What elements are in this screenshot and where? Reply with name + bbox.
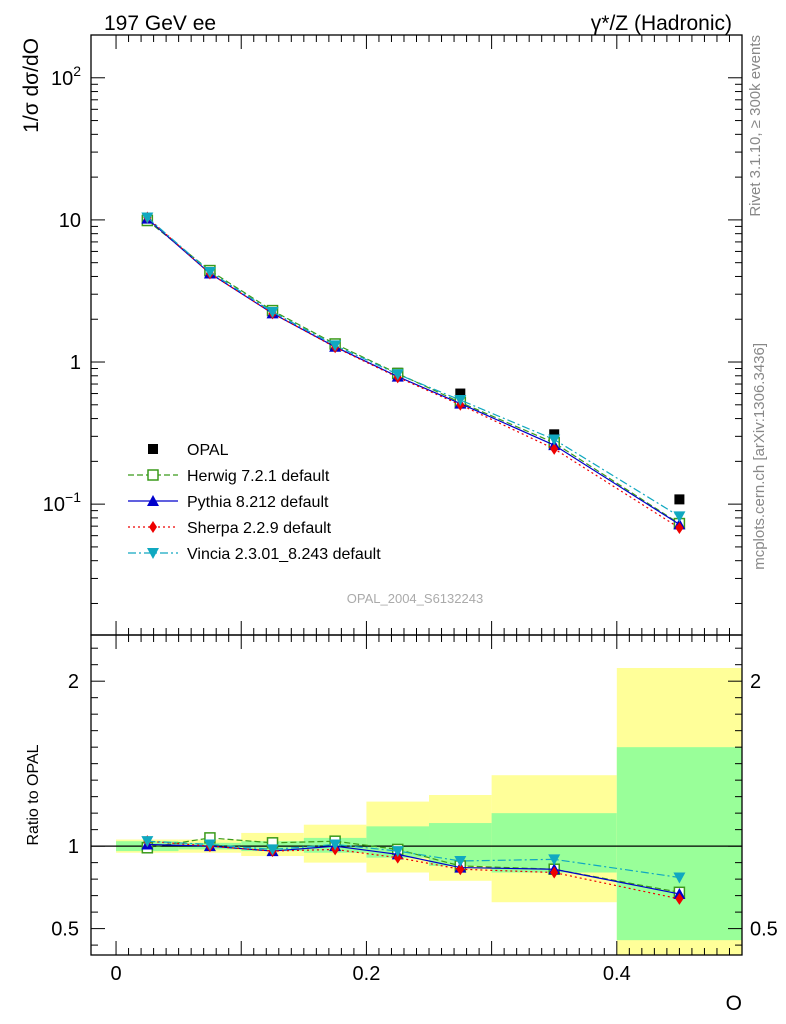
ratio-vincia-point (454, 855, 467, 867)
main-y-axis-label: 1/σ dσ/dO (20, 38, 43, 133)
x-axis-label: O (726, 992, 742, 1015)
main-vincia-point (203, 266, 216, 278)
ratio-y-tick-label-right: 0.5 (750, 919, 778, 941)
ratio-y-axis-label: Ratio to OPAL (25, 744, 42, 845)
ratio-vincia-point (203, 839, 216, 851)
x-tick-label: 0 (110, 963, 121, 985)
ratio-sherpa-point (393, 851, 402, 864)
ratio-y-tick-label: 2 (68, 671, 79, 693)
rivet-version-note: Rivet 3.1.10, ≥ 300k events (747, 35, 764, 217)
ratio-y-tick-label: 0.5 (51, 919, 79, 941)
ratio-vincia-point (141, 836, 154, 848)
x-tick-label: 0.2 (353, 963, 381, 985)
main-y-tick-label: 1 (70, 352, 81, 374)
main-frame (90, 34, 743, 636)
ratio-y-tick-label: 1 (68, 836, 79, 858)
uncertainty-band-inner (616, 747, 742, 941)
ratio-sherpa-point (550, 866, 559, 879)
main-data-point (455, 388, 466, 399)
ratio-vincia-line (147, 840, 680, 879)
main-vincia-point (391, 369, 404, 381)
ratio-vincia-point (266, 844, 279, 856)
legend-data-marker (148, 444, 158, 454)
main-y-tick-label: 10 (59, 210, 81, 232)
main-panel: 10−1 1 10 102 (43, 34, 743, 636)
x-tick-label: 0.4 (603, 963, 631, 985)
main-sherpa-point (550, 442, 559, 455)
main-vincia-point (329, 340, 342, 352)
ratio-vincia-point (329, 839, 342, 851)
ratio-herwig-line (147, 837, 680, 893)
ratio-pythia-line (147, 843, 680, 895)
main-vincia-line (146, 217, 680, 517)
main-vincia-point (266, 306, 279, 318)
legend-vincia-marker (147, 548, 159, 559)
legend-vincia-label: Vincia 2.3.01_8.243 default (187, 546, 381, 563)
legend-pythia-marker (147, 495, 159, 506)
ratio-panel: 0 0.2 0.4 0.5 0.5 1 2 2 (51, 634, 778, 985)
main-data-point (549, 429, 560, 440)
ratio-sherpa-point (456, 863, 465, 876)
ratio-y-tick-label-right: 2 (750, 671, 761, 693)
legend: OPAL Herwig 7.2.1 default Pythia 8.212 def… (128, 442, 381, 563)
main-y-tick-label: 10−1 (43, 489, 81, 516)
main-y-tick-label: 102 (51, 63, 81, 90)
legend-herwig-label: Herwig 7.2.1 default (187, 468, 330, 485)
mcplots-credit: mcplots.cern.ch [arXiv:1306.3436] (751, 343, 768, 570)
main-vincia-point (548, 434, 561, 446)
main-vincia-point (673, 511, 686, 523)
legend-sherpa-label: Sherpa 2.2.9 default (187, 520, 332, 537)
header-right-label: γ*/Z (Hadronic) (591, 12, 732, 35)
ratio-vincia-point (673, 872, 686, 884)
legend-sherpa-marker (149, 521, 157, 533)
analysis-watermark: OPAL_2004_S6132243 (347, 591, 483, 606)
ratio-vincia-point (391, 846, 404, 858)
main-herwig-line (146, 220, 680, 525)
main-vincia-point (141, 212, 154, 224)
main-sherpa-line (146, 217, 680, 529)
legend-pythia-label: Pythia 8.212 default (187, 494, 329, 511)
ratio-vincia-point (548, 854, 561, 866)
legend-data-label: OPAL (187, 442, 229, 459)
main-sherpa-point (675, 521, 684, 534)
ratio-sherpa-point (675, 892, 684, 905)
legend-herwig-marker (147, 469, 159, 481)
main-data-point (674, 494, 685, 505)
main-vincia-point (454, 395, 467, 407)
header-left-label: 197 GeV ee (104, 12, 216, 35)
